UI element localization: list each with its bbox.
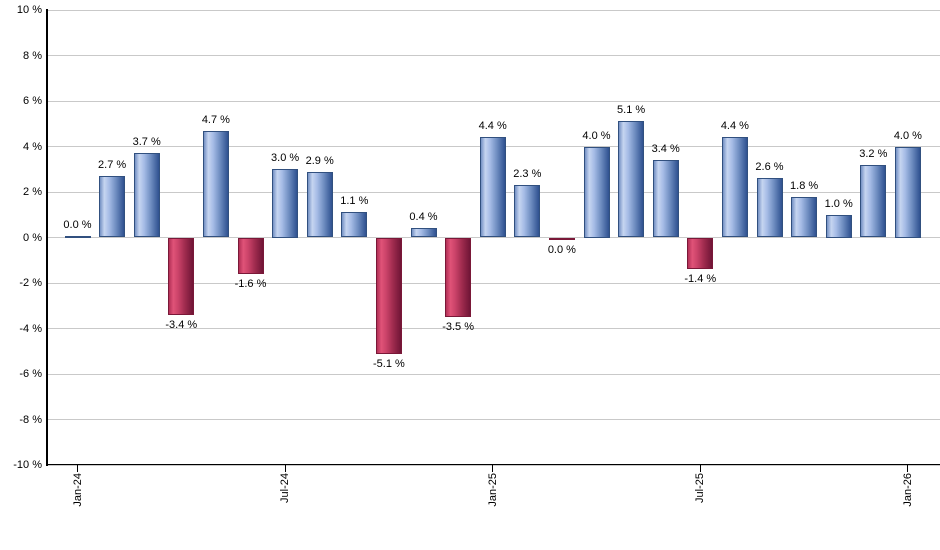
bar-Mar-25 [548,237,575,240]
bar-value-label: 3.7 % [132,136,161,149]
bar-Jan-26 [894,146,921,238]
bar-Jun-25 [652,160,679,238]
bar-Oct-25 [791,196,818,238]
x-tick-label-Jan-24: Jan-24 [71,473,84,507]
y-tick-label: 6 % [23,95,42,107]
bar-Feb-25 [514,185,541,238]
bar-Sep-25 [756,178,783,238]
bar-Oct-24 [375,237,402,354]
gridline--6 [48,373,940,375]
bar-Sep-24 [341,212,368,238]
bar-Jul-24 [272,169,299,238]
y-tick-label: 2 % [23,186,42,198]
bar-value-label: 2.3 % [513,168,542,181]
gridline-0 [48,237,940,238]
bar-Nov-24 [410,228,437,238]
bar-Dec-24 [445,237,472,318]
gridline--2 [48,282,940,284]
bar-value-label: 0.0 % [547,243,576,256]
bar-Jan-25 [479,137,506,238]
bar-value-label: -3.5 % [442,321,474,334]
bar-Apr-25 [583,146,610,238]
x-tick [77,465,78,472]
gridline-6 [48,100,940,102]
bar-value-label: 3.4 % [651,143,680,156]
bar-Jun-24 [237,237,264,274]
y-tick-label: -2 % [19,277,42,289]
gridline--10 [48,464,940,466]
x-tick-label-Jul-25: Jul-25 [694,473,707,503]
bar-value-label: 4.7 % [201,113,230,126]
bar-May-25 [618,121,645,238]
bar-Aug-24 [306,171,333,238]
x-tick [907,465,909,472]
gridline--4 [48,328,940,329]
y-tick-label: -8 % [19,413,42,426]
bar-value-label: 4.0 % [893,129,922,142]
gridline--8 [48,419,940,420]
bar-value-label: 5.1 % [617,104,646,117]
bar-Aug-25 [721,137,748,238]
bar-value-label: 1.1 % [340,195,369,208]
bar-Apr-24 [168,237,195,315]
bar-value-label: -1.6 % [234,277,267,290]
bar-value-label: -1.4 % [684,273,717,286]
bar-value-label: 1.0 % [824,197,853,210]
bar-Jul-25 [687,237,714,270]
y-axis-line [46,9,48,466]
y-tick-label: 8 % [23,49,42,62]
y-tick-label: 4 % [23,140,42,153]
gridline-8 [48,55,940,56]
bar-value-label: 3.0 % [271,152,300,165]
bar-Nov-25 [825,214,852,238]
bar-value-label: -5.1 % [372,357,405,370]
bar-value-label: 2.6 % [755,161,784,174]
x-tick-label-Jan-25: Jan-25 [486,473,499,507]
x-tick [492,465,494,472]
bar-value-label: 4.4 % [720,120,749,133]
bar-value-label: 1.8 % [790,179,819,192]
bar-value-label: 2.7 % [98,159,127,172]
y-tick-label: -6 % [19,368,42,380]
bar-Feb-24 [99,176,126,238]
x-tick [284,465,286,472]
y-tick-label: -4 % [19,322,42,335]
x-tick [699,465,701,472]
x-tick-label-Jan-26: Jan-26 [901,473,914,507]
bar-value-label: 3.2 % [859,147,888,160]
bar-value-label: 2.9 % [305,154,334,167]
bar-value-label: 4.4 % [478,120,507,133]
bar-Mar-24 [133,153,160,238]
x-tick-label-Jul-24: Jul-24 [279,473,292,503]
bar-Jan-24 [64,235,91,238]
y-tick-label: 10 % [16,4,42,16]
y-tick-label: -10 % [13,459,42,471]
y-tick-label: 0 % [23,231,42,244]
bar-value-label: 0.4 % [409,211,438,224]
bar-value-label: 0.0 % [63,218,92,231]
bar-May-24 [202,130,229,238]
bar-value-label: -3.4 % [165,318,198,331]
bar-value-label: 4.0 % [582,129,611,142]
gridline-10 [48,9,940,11]
bar-Dec-25 [860,164,887,238]
